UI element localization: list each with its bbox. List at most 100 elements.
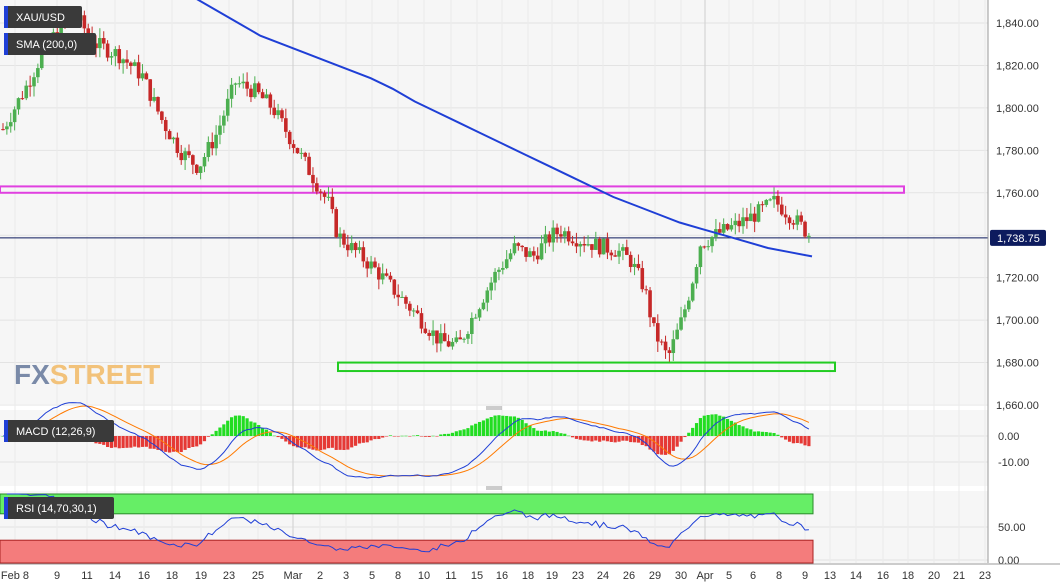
candle-up — [764, 199, 769, 205]
macd-histogram-bar — [384, 436, 389, 437]
macd-histogram-bar — [415, 435, 420, 436]
candle-down — [163, 120, 168, 132]
x-tick: 11 — [81, 570, 92, 582]
candle-up — [264, 94, 269, 99]
candle-up — [772, 195, 776, 200]
candle-down — [101, 38, 106, 44]
macd-y-tick: 0.00 — [998, 431, 1019, 443]
macd-histogram-bar — [795, 436, 799, 444]
macd-histogram-bar — [353, 436, 358, 446]
candle-down — [574, 243, 579, 247]
x-tick: 30 — [675, 570, 687, 582]
candle-up — [679, 317, 683, 330]
macd-histogram-bar — [206, 436, 210, 437]
macd-histogram-bar — [687, 432, 691, 436]
candle-down — [346, 244, 350, 251]
macd-histogram-bar — [539, 430, 544, 436]
candle-up — [473, 317, 478, 319]
candle-up — [439, 333, 443, 344]
macd-histogram-bar — [528, 425, 532, 436]
rsi-tag[interactable]: RSI (14,70,30,1) — [4, 497, 114, 519]
splitter-handle-2[interactable] — [486, 486, 502, 490]
candle-down — [555, 227, 559, 235]
candle-up — [16, 98, 21, 110]
candle-up — [121, 59, 125, 64]
macd-histogram-bar — [144, 436, 148, 447]
candle-down — [272, 107, 277, 116]
macd-histogram-bar — [570, 436, 575, 438]
macd-histogram-bar — [578, 436, 582, 440]
macd-tag[interactable]: MACD (12,26,9) — [4, 420, 114, 442]
macd-histogram-bar — [710, 414, 714, 436]
price-y-tick: 1,760.00 — [996, 188, 1039, 200]
macd-histogram-bar — [551, 431, 555, 436]
price-y-tick: 1,780.00 — [996, 145, 1039, 157]
candle-down — [415, 310, 420, 314]
candle-down — [570, 241, 575, 244]
macd-histogram-bar — [272, 435, 276, 437]
x-tick: 5 — [726, 570, 732, 582]
x-tick: 11 — [445, 570, 456, 582]
sma-tag[interactable]: SMA (200,0) — [4, 33, 96, 55]
price-panel-bg — [0, 0, 988, 404]
macd-histogram-bar — [590, 436, 594, 442]
candle-up — [357, 247, 362, 251]
macd-histogram-bar — [276, 436, 280, 438]
macd-histogram-bar — [625, 436, 629, 441]
candle-down — [559, 234, 563, 237]
macd-histogram-bar — [291, 436, 296, 447]
zones — [0, 185, 988, 373]
macd-histogram-bar — [121, 436, 125, 449]
watermark: FXSTREET — [14, 359, 160, 390]
macd-histogram-bar — [582, 436, 586, 441]
candle-down — [624, 247, 629, 255]
macd-histogram-bar — [671, 436, 675, 451]
macd-histogram-bar — [319, 436, 323, 451]
candle-up — [462, 338, 466, 340]
x-tick: 19 — [546, 570, 558, 582]
macd-histogram-bar — [524, 423, 528, 436]
candle-up — [504, 259, 509, 269]
candle-up — [686, 300, 691, 310]
macd-histogram-bar — [361, 436, 365, 443]
x-tick: 10 — [418, 570, 430, 582]
macd-histogram-bar — [125, 436, 129, 448]
candle-up — [206, 142, 211, 158]
candle-up — [338, 233, 342, 237]
macd-histogram-bar — [485, 418, 489, 436]
x-tick: 15 — [471, 570, 483, 582]
macd-histogram-bar — [117, 436, 121, 449]
macd-histogram-bar — [284, 436, 288, 442]
candle-down — [609, 252, 614, 256]
macd-histogram-bar — [679, 436, 683, 442]
splitter-handle-1[interactable] — [486, 406, 502, 410]
x-tick: 19 — [195, 570, 207, 582]
price-y-tick: 1,700.00 — [996, 315, 1039, 327]
candle-down — [330, 196, 335, 210]
macd-histogram-bar — [567, 435, 571, 437]
macd-histogram-bar — [171, 436, 176, 452]
x-tick: 23 — [223, 570, 235, 582]
candle-down — [547, 234, 552, 243]
candle-down — [82, 15, 87, 29]
macd-histogram-bar — [462, 429, 466, 436]
instrument-tag[interactable]: XAU/USD — [4, 6, 82, 28]
candle-up — [551, 227, 555, 243]
candle-down — [303, 152, 308, 157]
macd-histogram-bar — [396, 436, 400, 437]
macd-histogram-bar — [233, 415, 238, 436]
candle-down — [388, 275, 393, 280]
macd-histogram-bar — [226, 420, 230, 436]
macd-histogram-bar — [315, 436, 319, 451]
candle-down — [342, 233, 346, 245]
instrument-label: XAU/USD — [16, 12, 65, 24]
macd-histogram-bar — [481, 420, 486, 436]
rsi-oversold-band — [0, 539, 814, 564]
macd-histogram-bar — [214, 430, 218, 436]
candle-up — [632, 263, 637, 267]
candle-down — [745, 217, 749, 222]
candle-down — [210, 142, 215, 149]
macd-histogram-bar — [338, 436, 342, 450]
candle-down — [791, 223, 796, 225]
candle-up — [198, 166, 203, 173]
